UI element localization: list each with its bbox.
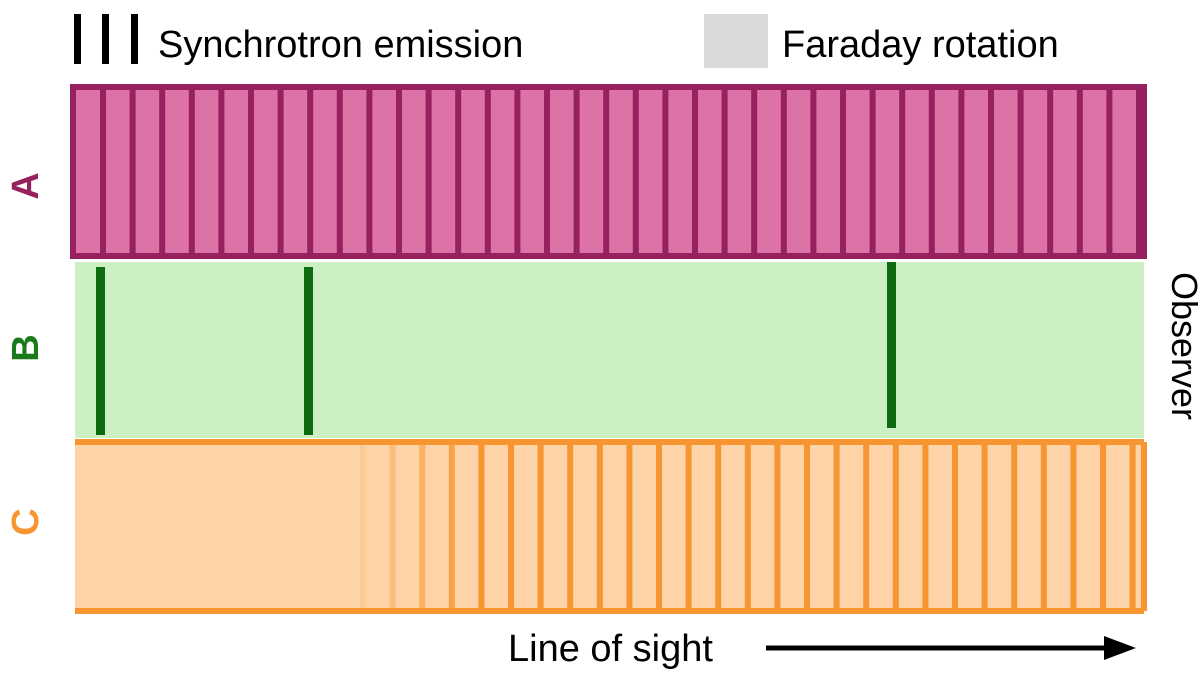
panel-c-emission-bar	[656, 445, 662, 608]
legend: Synchrotron emission Faraday rotation	[74, 14, 1059, 68]
panel-c-emission-bar	[626, 445, 633, 608]
panel-c-emission-bar	[1040, 445, 1047, 608]
panel-c-emission-bar	[508, 445, 514, 608]
panel-b-emission-line	[96, 267, 105, 435]
panel-a-emission-bar	[425, 90, 432, 253]
panel-c-emission-bar	[715, 445, 722, 608]
panel-c-emission-bar	[952, 445, 958, 608]
panel-a-label: A	[5, 172, 47, 199]
panel-c-emission-bar	[774, 445, 781, 608]
faraday-legend-swatch	[704, 14, 768, 68]
panel-c-emission-bar	[981, 445, 988, 608]
panel-a-emission-bar	[603, 90, 610, 253]
panel-a-emission-bar	[692, 90, 698, 253]
panel-a-emission-bar	[573, 90, 580, 253]
panel-c: C	[5, 439, 1147, 614]
panel-c-emission-bar	[478, 445, 485, 608]
panel-c-emission-bar	[567, 445, 574, 608]
panel-a-emission-bar	[632, 90, 639, 253]
panel-a-emission-bar	[928, 90, 935, 253]
arrow-right-icon	[1104, 636, 1136, 660]
panel-c-emission-bar	[1070, 445, 1077, 608]
panel-a-emission-bar	[188, 90, 195, 253]
panel-c-emission-bar	[922, 445, 929, 608]
panel-a-emission-bar	[899, 90, 906, 253]
panel-a-emission-bar	[544, 90, 550, 253]
panel-a-emission-bar	[1047, 90, 1054, 253]
panel-b-emission-line	[304, 267, 313, 435]
panel-a-emission-bar	[336, 90, 343, 253]
panel-a-emission-bar	[958, 90, 965, 253]
panel-c-emission-bar	[389, 445, 396, 608]
panel-a-emission-bar	[662, 90, 669, 253]
panel-a-emission-bar	[1076, 90, 1083, 253]
panel-a-emission-bar	[721, 90, 728, 253]
panel-a-emission-bar	[396, 90, 402, 253]
panel-a-emission-bar	[840, 90, 846, 253]
panel-a-emission-bar	[1136, 90, 1142, 253]
panel-a-emission-bar	[988, 90, 994, 253]
panel-b: B	[5, 262, 1144, 438]
panel-a-emission-bar	[514, 90, 521, 253]
panel-b-label: B	[5, 334, 47, 361]
panel-a-emission-bar	[1017, 90, 1024, 253]
panel-a-emission-bar	[455, 90, 462, 253]
panel-c-emission-bars	[360, 445, 1136, 608]
panel-c-emission-bar	[1100, 445, 1106, 608]
panel-c-emission-bar	[360, 445, 366, 608]
panel-c-emission-bar	[1011, 445, 1018, 608]
observer-label: Observer	[1164, 272, 1200, 420]
synchrotron-legend-label: Synchrotron emission	[158, 24, 523, 66]
line-of-sight-axis: Line of sight	[508, 628, 1136, 670]
panel-c-emission-bar	[892, 445, 899, 608]
panel-c-emission-bar	[1129, 445, 1136, 608]
panel-c-box	[75, 442, 1144, 611]
line-of-sight-label: Line of sight	[508, 628, 713, 670]
panel-a-emission-bar	[810, 90, 817, 253]
panel-c-emission-bar	[744, 445, 751, 608]
faraday-legend-label: Faraday rotation	[782, 24, 1059, 66]
panel-c-emission-bar	[863, 445, 870, 608]
panel-a-emission-bar	[307, 90, 314, 253]
panel-a-emission-bar	[484, 90, 491, 253]
panel-c-label: C	[5, 508, 47, 535]
panel-a-emission-bar	[869, 90, 876, 253]
panel-c-emission-bar	[419, 445, 426, 608]
panel-a-emission-bars	[100, 90, 1142, 253]
panel-a-emission-bar	[780, 90, 787, 253]
panel-b-emission-line	[887, 262, 896, 428]
synchrotron-legend-swatch	[74, 14, 138, 64]
panel-a-emission-bar	[159, 90, 166, 253]
panel-a-emission-bar	[1106, 90, 1113, 253]
panel-a-emission-bar	[129, 90, 136, 253]
panel-a-emission-bar	[366, 90, 373, 253]
panel-c-emission-bar	[833, 445, 840, 608]
panel-a: A	[5, 84, 1147, 259]
panel-b-box	[75, 262, 1144, 438]
panel-a-emission-bar	[218, 90, 225, 253]
panel-c-emission-bar	[596, 445, 603, 608]
panel-a-emission-bar	[277, 90, 284, 253]
panel-a-emission-bar	[248, 90, 254, 253]
panel-c-emission-bar	[537, 445, 544, 608]
panel-c-emission-bar	[804, 445, 810, 608]
panel-a-emission-bar	[751, 90, 758, 253]
panel-c-emission-bar	[685, 445, 692, 608]
panel-c-emission-bar	[448, 445, 455, 608]
panel-a-emission-bar	[100, 90, 106, 253]
